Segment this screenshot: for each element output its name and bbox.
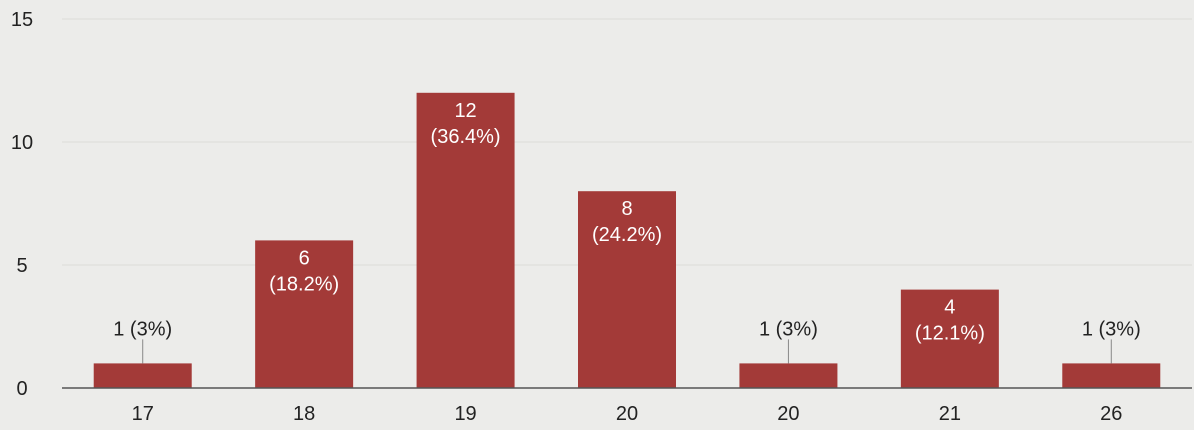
data-label-3-line-0: 8 (621, 198, 632, 220)
data-labels: 1 (3%) 6 (18.2%) 12 (36.4%) 8 (24.2%) 1 (3%) 4 (1… (113, 100, 1140, 345)
bar-1 (255, 240, 354, 388)
x-tick-label-2: 19 (454, 403, 476, 425)
data-label-4: 1 (3%) (759, 318, 818, 340)
data-label-6: 1 (3%) (1082, 318, 1141, 340)
bar-4 (739, 363, 838, 388)
y-tick-label-0: 0 (16, 378, 27, 400)
y-tick-label-10: 10 (11, 132, 33, 154)
bar-0 (93, 363, 192, 388)
data-label-5-line-1: (12.1%) (915, 323, 985, 345)
data-label-1-line-1: (18.2%) (269, 273, 339, 295)
bar-3 (578, 191, 676, 388)
y-tick-label-15: 15 (11, 9, 33, 31)
data-label-0: 1 (3%) (113, 318, 172, 340)
data-label-5-line-0: 4 (944, 297, 955, 319)
x-tick-label-1: 18 (293, 403, 315, 425)
bar-5 (900, 289, 999, 388)
data-label-2-line-0: 12 (454, 100, 476, 122)
y-axis: 0 5 10 15 (11, 9, 33, 400)
data-label-1-line-0: 6 (299, 247, 310, 269)
label-leaders (142, 339, 1112, 364)
x-tick-label-0: 17 (132, 403, 154, 425)
y-tick-label-5: 5 (16, 255, 27, 277)
x-tick-label-6: 26 (1100, 403, 1122, 425)
x-tick-label-5: 21 (939, 403, 961, 425)
x-axis: 17 18 19 20 20 21 26 (62, 387, 1192, 425)
x-tick-label-3: 20 (616, 403, 638, 425)
bar-2 (416, 92, 515, 389)
data-label-2-line-1: (36.4%) (431, 126, 501, 148)
data-label-3-line-1: (24.2%) (592, 224, 662, 246)
bars (93, 92, 1161, 389)
bar-6 (1062, 363, 1161, 388)
x-tick-label-4: 20 (777, 403, 799, 425)
